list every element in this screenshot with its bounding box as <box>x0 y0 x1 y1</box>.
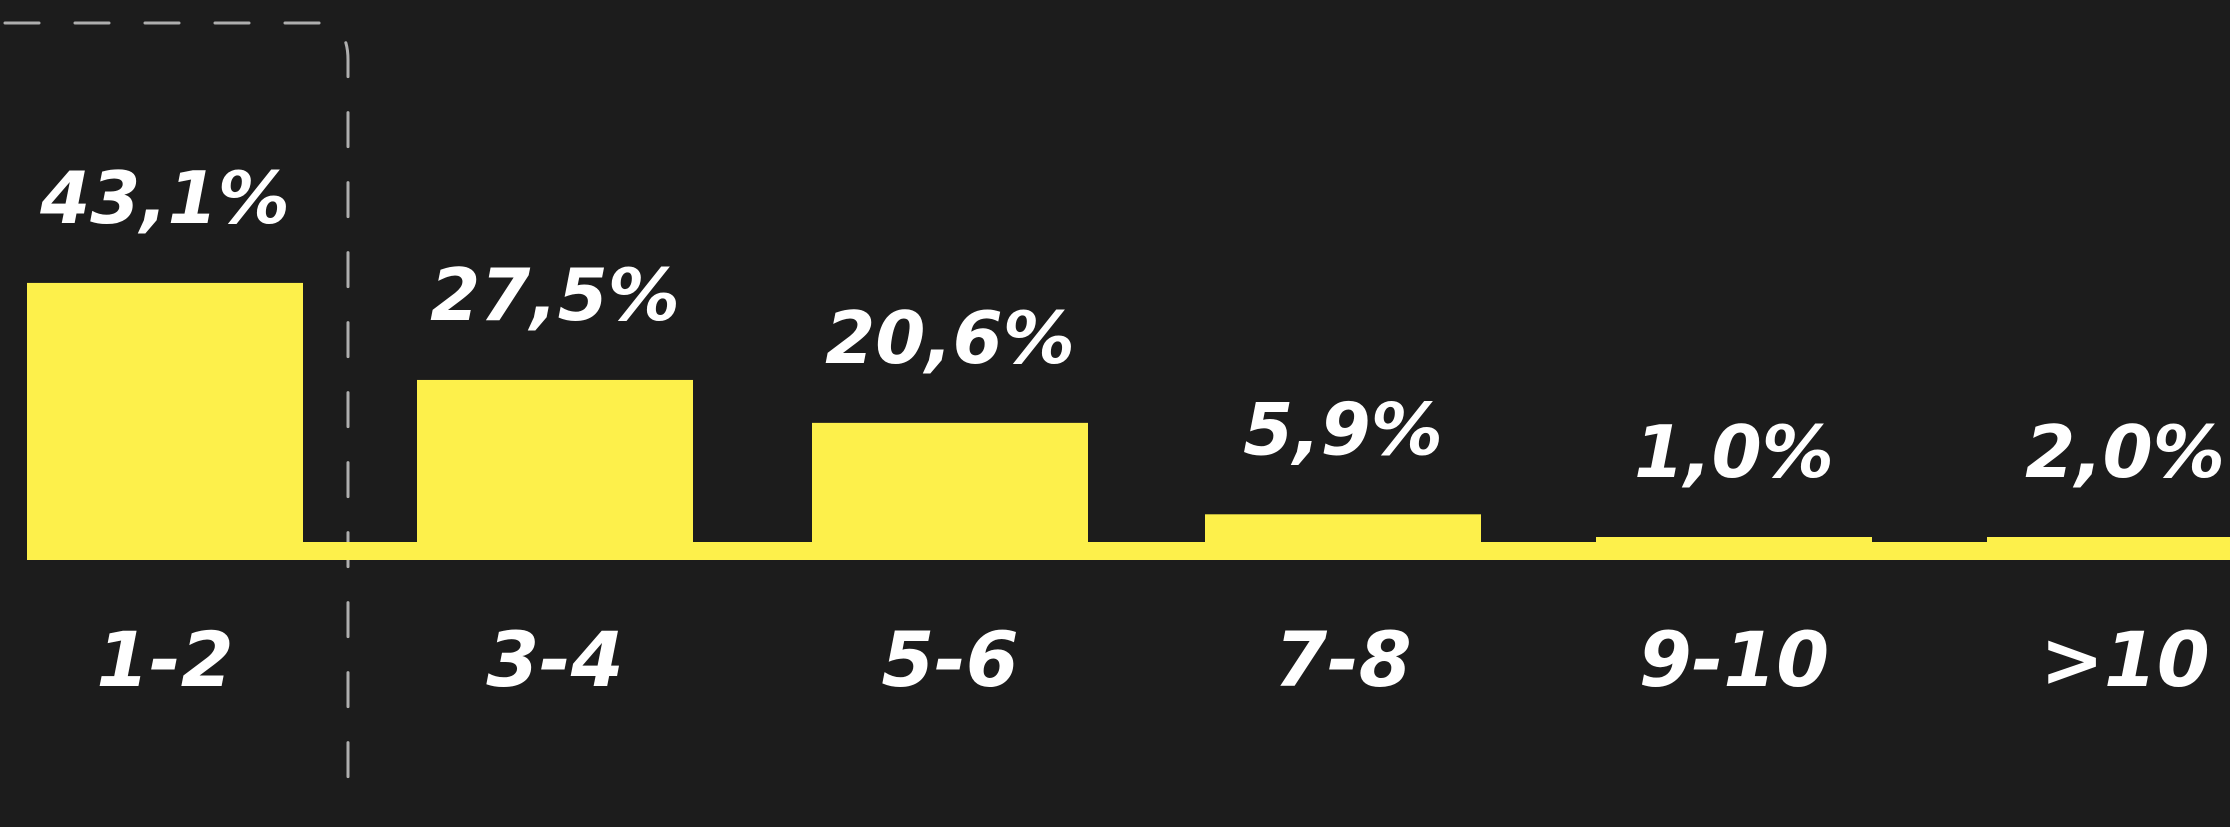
category-label: 9-10 <box>1639 615 1829 704</box>
bar-connector <box>303 542 417 554</box>
bar-value-label: 2,0% <box>2025 410 2225 494</box>
baseline <box>28 551 2230 560</box>
bar-value-label: 43,1% <box>39 156 290 240</box>
category-label: 5-6 <box>881 615 1018 704</box>
highlight-frame <box>3 21 350 802</box>
bar-value-label: 5,9% <box>1243 387 1443 471</box>
bar-value-label: 1,0% <box>1634 410 1834 494</box>
bar-5-6 <box>812 422 1088 560</box>
category-label: 3-4 <box>486 615 623 704</box>
category-label: 7-8 <box>1274 615 1411 704</box>
category-label: >10 <box>2040 615 2209 704</box>
bar-1-2 <box>27 282 303 560</box>
bar-connector <box>1872 542 1987 554</box>
category-label: 1-2 <box>96 615 233 704</box>
bar-7-8 <box>1205 514 1481 560</box>
bar-value-label: 27,5% <box>430 253 680 337</box>
bar-connector <box>1088 542 1205 554</box>
bar-value-label: 20,6% <box>825 296 1075 380</box>
bar-3-4 <box>417 379 693 560</box>
bar-connector <box>1481 542 1596 554</box>
bar--10 <box>1987 537 2230 560</box>
bar-connector <box>693 542 812 554</box>
bar-9-10 <box>1596 537 1872 560</box>
